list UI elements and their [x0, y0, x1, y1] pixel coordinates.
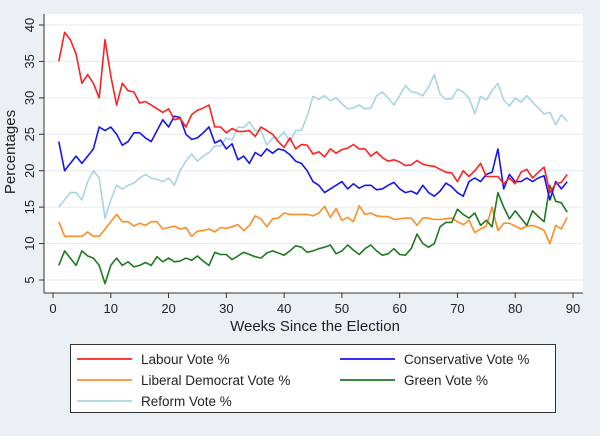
series-line-liberal-democrat-vote: [58, 204, 568, 245]
legend-label: Liberal Democrat Vote %: [141, 373, 290, 388]
x-tick-label: 20: [161, 301, 175, 316]
legend-label: Conservative Vote %: [404, 352, 529, 367]
x-tick-label: 40: [277, 301, 291, 316]
series-lines: [58, 31, 568, 285]
y-axis-label: Percentages: [2, 110, 19, 194]
series-line-green-vote: [58, 184, 568, 285]
legend-box: [70, 344, 556, 413]
y-tick-label: 30: [22, 91, 37, 105]
x-tick-label: 80: [508, 301, 522, 316]
x-tick-label: 50: [335, 301, 349, 316]
y-tick-label: 25: [22, 127, 37, 141]
x-ticks: 0 10 20 30 40 50 60 70 80 90: [49, 293, 580, 316]
legend-label: Labour Vote %: [141, 352, 230, 367]
y-tick-label: 40: [22, 18, 37, 32]
series-line-conservative-vote: [58, 115, 568, 201]
y-tick-label: 15: [22, 200, 37, 214]
legend-label: Reform Vote %: [141, 394, 232, 409]
legend: Labour Vote % Conservative Vote % Liberal …: [70, 344, 556, 413]
y-tick-label: 20: [22, 163, 37, 177]
legend-label: Green Vote %: [404, 373, 488, 388]
x-tick-label: 90: [566, 301, 580, 316]
y-ticks: 5 10 15 20 25 30 35 40: [22, 18, 44, 284]
x-tick-label: 0: [49, 301, 56, 316]
x-tick-label: 60: [392, 301, 406, 316]
x-tick-label: 70: [450, 301, 464, 316]
x-axis-label: Weeks Since the Election: [230, 318, 400, 335]
gridlines: [44, 24, 583, 281]
series-line-reform-vote: [58, 73, 568, 219]
series-line-labour-vote: [58, 31, 568, 194]
x-tick-label: 30: [219, 301, 233, 316]
y-tick-label: 5: [22, 276, 37, 283]
y-tick-label: 35: [22, 54, 37, 68]
x-tick-label: 10: [104, 301, 118, 316]
y-tick-label: 10: [22, 236, 37, 250]
